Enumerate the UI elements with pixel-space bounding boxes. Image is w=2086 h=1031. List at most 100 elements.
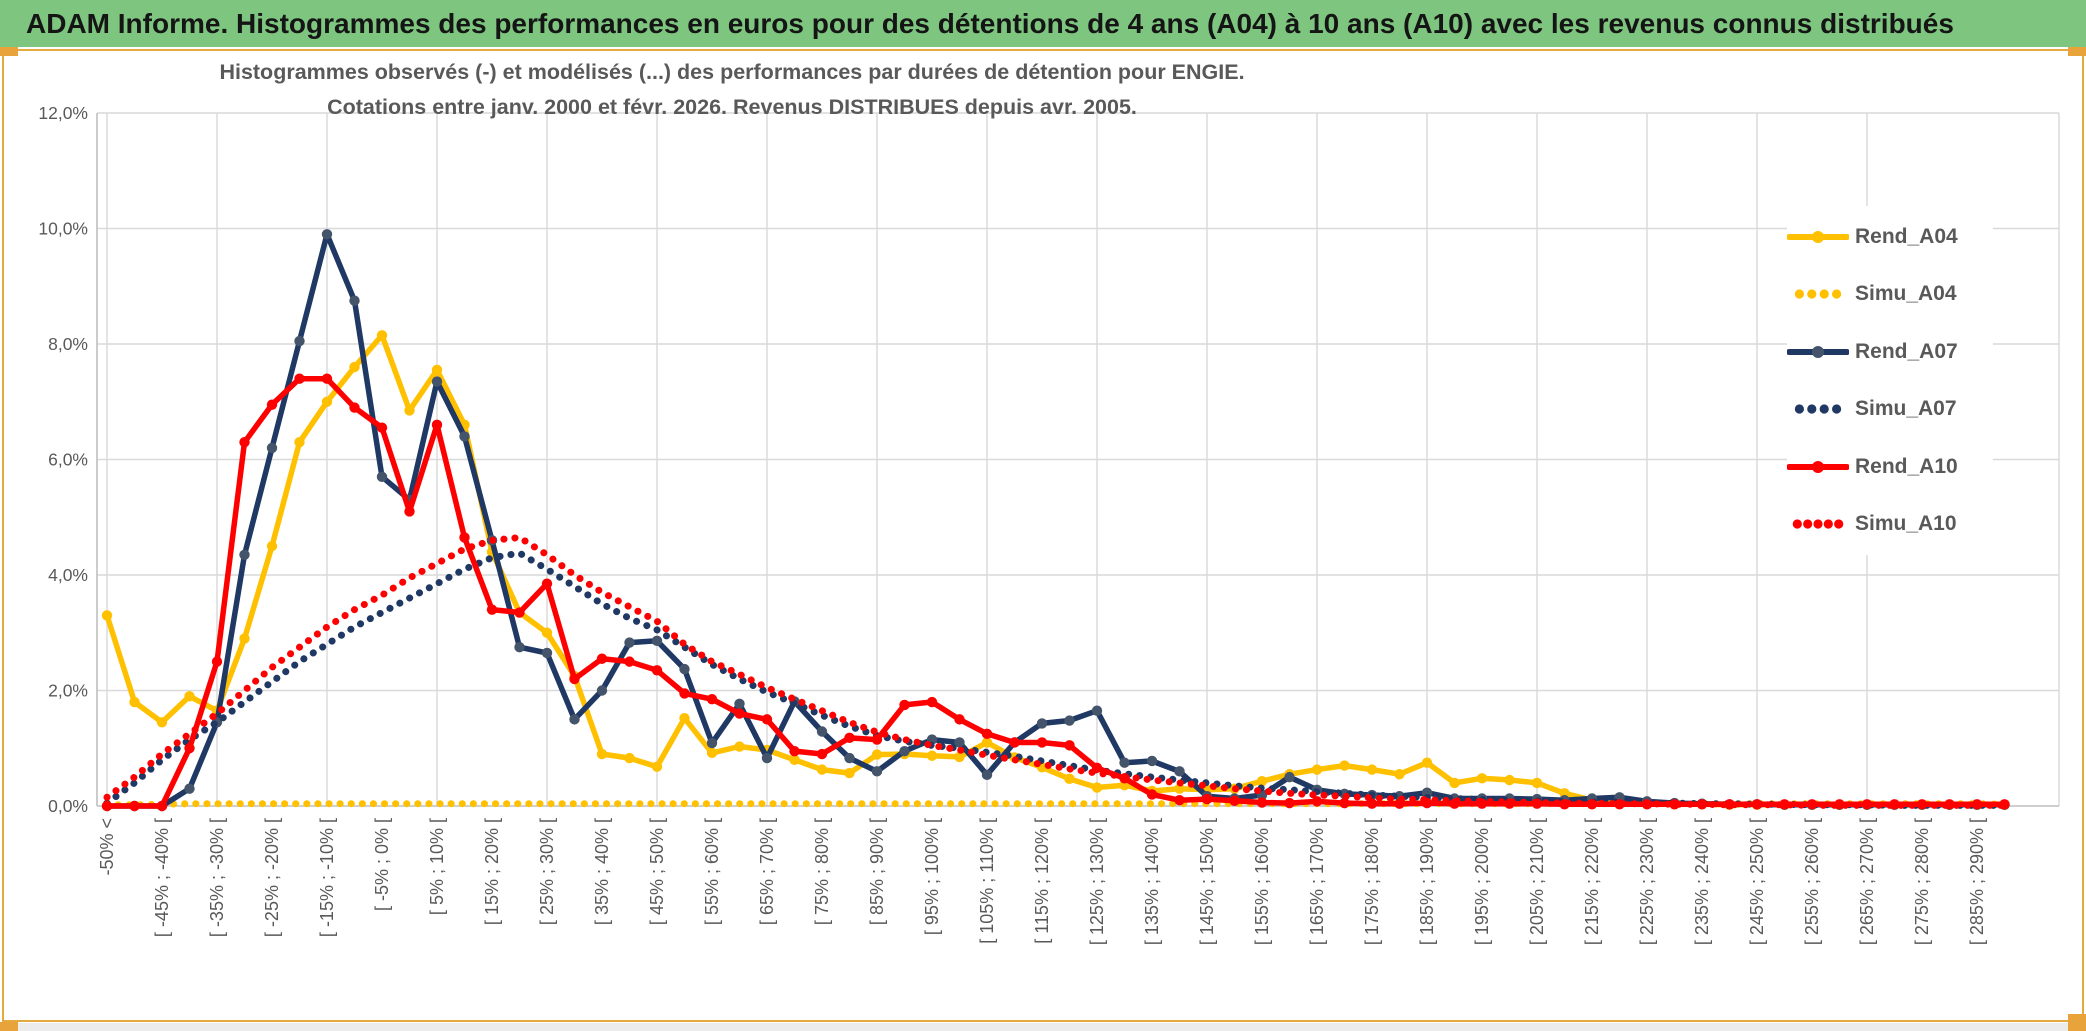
data-point-marker bbox=[1091, 782, 1103, 793]
data-point-marker bbox=[1229, 795, 1240, 807]
data-point-marker bbox=[321, 229, 333, 240]
data-point-marker bbox=[1119, 757, 1130, 768]
legend-item-Simu_A04[interactable]: Simu_A04 bbox=[1787, 266, 1993, 324]
data-point-marker bbox=[1504, 774, 1515, 786]
data-point-marker bbox=[954, 737, 965, 748]
data-point-marker bbox=[1174, 766, 1185, 777]
x-axis-label: [ 215% ; 220% [ bbox=[1582, 818, 1602, 945]
data-point-marker bbox=[596, 653, 608, 664]
x-axis-label: [ 95% ; 100% [ bbox=[922, 818, 942, 935]
x-axis-label: [ 15% ; 20% [ bbox=[482, 818, 502, 925]
x-axis-label: [ 85% ; 90% [ bbox=[867, 818, 887, 925]
data-point-marker bbox=[431, 364, 443, 376]
data-point-marker bbox=[486, 604, 498, 615]
x-axis-label: [ 235% ; 240% [ bbox=[1692, 818, 1712, 945]
data-point-marker bbox=[1091, 705, 1103, 716]
frame-corner-handle-bottom-right[interactable] bbox=[2068, 1014, 2086, 1031]
data-point-marker bbox=[651, 665, 663, 676]
data-point-marker bbox=[844, 732, 855, 744]
data-point-marker bbox=[679, 688, 690, 699]
data-point-marker bbox=[1476, 773, 1488, 784]
data-point-marker bbox=[459, 431, 470, 442]
series-Rend_A04-line[interactable] bbox=[104, 332, 2008, 808]
data-point-marker bbox=[816, 726, 828, 737]
data-point-marker bbox=[1339, 797, 1350, 809]
data-point-marker bbox=[899, 745, 910, 757]
legend-item-Simu_A07[interactable]: Simu_A07 bbox=[1787, 381, 1993, 439]
legend-label: Simu_A07 bbox=[1855, 397, 1957, 421]
frame-corner-handle-bottom-left[interactable] bbox=[0, 1022, 18, 1031]
data-point-marker bbox=[349, 402, 360, 413]
legend-item-Rend_A04[interactable]: Rend_A04 bbox=[1787, 208, 1993, 266]
y-axis-label: 8,0% bbox=[48, 334, 88, 354]
x-axis-label: [ 265% ; 270% [ bbox=[1857, 818, 1877, 945]
series-Simu_A10-dotted-line[interactable] bbox=[103, 534, 2008, 809]
y-axis-label: 0,0% bbox=[48, 796, 88, 816]
data-point-marker bbox=[294, 436, 305, 448]
data-point-marker bbox=[954, 751, 965, 763]
data-point-marker bbox=[1394, 769, 1405, 780]
data-point-marker bbox=[1064, 740, 1075, 751]
data-point-marker bbox=[376, 422, 388, 433]
data-point-marker bbox=[321, 396, 333, 407]
data-point-marker bbox=[1311, 764, 1323, 775]
dotted-line-swatch-icon bbox=[1794, 289, 1842, 299]
data-point-marker bbox=[184, 783, 195, 794]
data-point-marker bbox=[899, 699, 910, 711]
x-axis-label: [ 25% ; 30% [ bbox=[537, 818, 557, 925]
data-point-marker bbox=[1366, 764, 1378, 775]
chart-object-frame bbox=[2, 49, 2084, 1022]
legend-label: Rend_A07 bbox=[1855, 339, 1958, 363]
data-point-marker bbox=[349, 295, 360, 306]
x-axis-label: [ -35% ; -30% [ bbox=[207, 818, 227, 937]
x-axis-label: [ 65% ; 70% [ bbox=[757, 818, 777, 925]
data-point-marker bbox=[596, 685, 608, 696]
data-point-marker bbox=[761, 752, 773, 764]
series-Rend_A10-markers bbox=[101, 373, 2010, 812]
data-point-marker bbox=[1064, 715, 1075, 726]
series-Rend_A10-line[interactable] bbox=[104, 375, 2008, 809]
frame-corner-handle-top-left[interactable] bbox=[0, 47, 18, 56]
data-point-marker bbox=[1064, 773, 1075, 785]
data-point-marker bbox=[541, 627, 553, 638]
data-point-marker bbox=[679, 663, 690, 675]
data-point-marker bbox=[926, 750, 938, 761]
y-axis-label: 12,0% bbox=[38, 103, 88, 123]
frame-corner-handle-top-right[interactable] bbox=[2068, 47, 2086, 56]
x-axis-label: [ 205% ; 210% [ bbox=[1527, 818, 1547, 945]
x-axis-label: [ -5% ; 0% [ bbox=[372, 818, 392, 911]
legend-label: Simu_A04 bbox=[1855, 282, 1957, 306]
x-axis-label: [ 145% ; 150% [ bbox=[1197, 818, 1217, 945]
data-point-marker bbox=[541, 578, 553, 589]
x-axis-label: [ 45% ; 50% [ bbox=[647, 818, 667, 925]
data-point-marker bbox=[101, 610, 113, 621]
data-point-marker bbox=[376, 330, 388, 341]
x-axis-label: [ -15% ; -10% [ bbox=[317, 818, 337, 937]
data-point-marker bbox=[596, 748, 608, 760]
series-Rend_A07-line[interactable] bbox=[104, 231, 2008, 809]
legend-item-Rend_A10[interactable]: Rend_A10 bbox=[1787, 438, 1993, 496]
data-point-marker bbox=[844, 767, 855, 779]
data-point-marker bbox=[816, 748, 828, 760]
data-point-marker bbox=[211, 656, 223, 667]
data-point-marker bbox=[514, 607, 525, 618]
data-point-marker bbox=[981, 737, 993, 748]
data-point-marker bbox=[1366, 798, 1378, 809]
legend-item-Simu_A10[interactable]: Simu_A10 bbox=[1787, 496, 1993, 554]
legend-item-Rend_A07[interactable]: Rend_A07 bbox=[1787, 323, 1993, 381]
data-point-marker bbox=[431, 376, 443, 387]
y-axis-label: 6,0% bbox=[48, 450, 88, 470]
data-point-marker bbox=[1036, 718, 1048, 729]
x-axis-label: [ 155% ; 160% [ bbox=[1252, 818, 1272, 945]
data-point-marker bbox=[1284, 771, 1295, 783]
data-point-marker bbox=[541, 647, 553, 659]
data-point-marker bbox=[266, 540, 278, 552]
data-point-marker bbox=[239, 549, 250, 560]
app-title-bar: ADAM Informe. Histogrammes des performan… bbox=[0, 0, 2086, 47]
legend-label: Rend_A10 bbox=[1855, 454, 1958, 478]
x-axis-label: [ 185% ; 190% [ bbox=[1417, 818, 1437, 945]
data-point-marker bbox=[789, 745, 800, 757]
x-axis-label: [ 135% ; 140% [ bbox=[1142, 818, 1162, 945]
data-point-marker bbox=[871, 766, 883, 777]
